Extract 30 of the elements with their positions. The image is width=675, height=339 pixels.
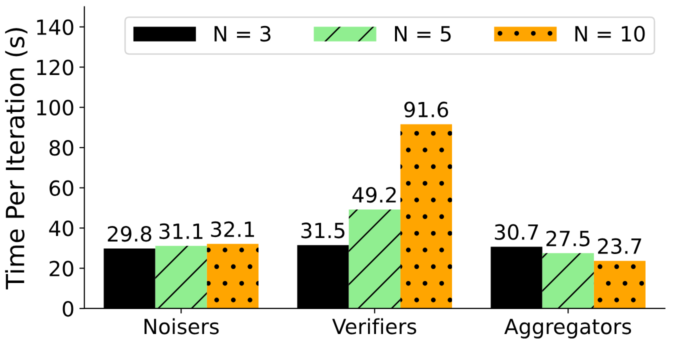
bar <box>542 253 594 308</box>
bar <box>155 246 207 308</box>
bar <box>206 244 259 308</box>
legend-label: N = 5 <box>395 26 451 42</box>
data-label: 27.5 <box>546 230 590 246</box>
data-label: 32.1 <box>211 221 254 238</box>
legend-label: N = 3 <box>214 26 270 42</box>
bar <box>348 210 400 308</box>
y-tick-label: 80 <box>50 140 74 156</box>
x-tick-label: Noisers <box>144 318 219 334</box>
data-label: 31.1 <box>160 223 202 240</box>
bar <box>400 124 452 308</box>
data-label: 29.8 <box>108 226 152 242</box>
y-tick-label: 140 <box>37 19 74 36</box>
data-label: 31.5 <box>301 222 344 238</box>
data-label: 91.6 <box>404 102 448 118</box>
bar <box>594 260 646 308</box>
x-tick-label: Verifiers <box>332 318 416 334</box>
y-tick-label: 40 <box>49 220 74 236</box>
data-label: 49.2 <box>352 186 396 203</box>
x-tick-label: Aggregators <box>504 318 632 338</box>
y-tick-label: 20 <box>50 260 74 276</box>
y-tick-label: 100 <box>37 100 74 116</box>
legend-label: N = 10 <box>575 26 645 42</box>
y-tick-label: 0 <box>62 300 74 317</box>
y-tick-label: 120 <box>37 60 74 76</box>
y-axis-title: Time Per Iteration (s) <box>5 28 28 290</box>
data-label: 23.7 <box>598 238 642 254</box>
y-tick-label: 60 <box>50 180 74 196</box>
data-label: 30.7 <box>494 224 538 240</box>
